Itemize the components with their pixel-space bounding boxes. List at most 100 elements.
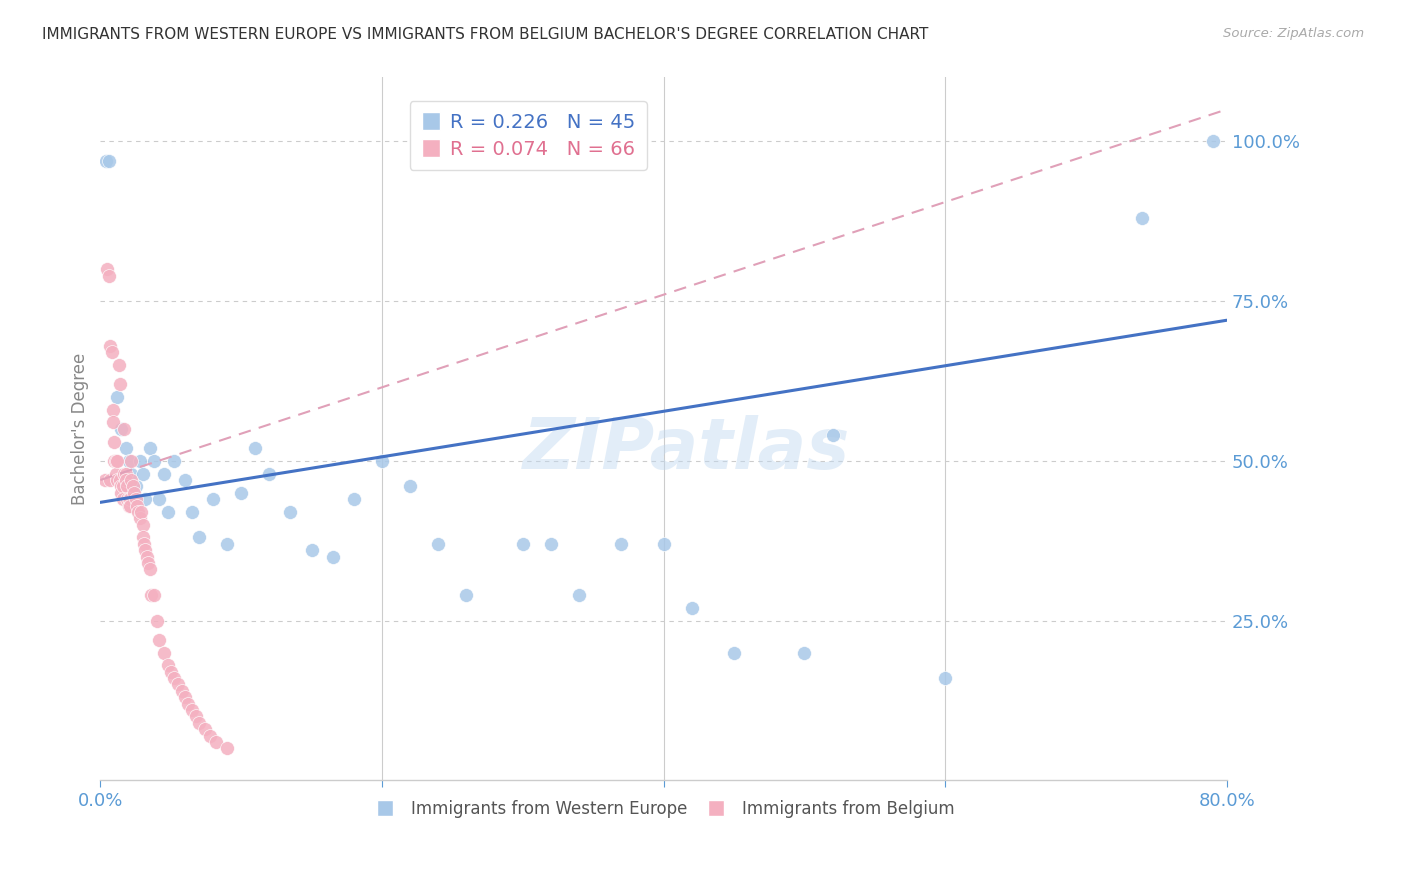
Point	[540, 537, 562, 551]
Point	[187, 531, 209, 545]
Point	[110, 422, 132, 436]
Point	[184, 709, 207, 723]
Point	[134, 492, 156, 507]
Point	[111, 492, 134, 507]
Point	[681, 600, 703, 615]
Legend: Immigrants from Western Europe, Immigrants from Belgium: Immigrants from Western Europe, Immigran…	[366, 793, 962, 825]
Point	[128, 511, 150, 525]
Point	[135, 549, 157, 564]
Point	[115, 492, 138, 507]
Point	[1130, 211, 1153, 225]
Point	[568, 588, 591, 602]
Point	[101, 416, 124, 430]
Point	[97, 268, 120, 283]
Point	[139, 588, 162, 602]
Y-axis label: Bachelor's Degree: Bachelor's Degree	[72, 352, 89, 505]
Point	[152, 467, 174, 481]
Point	[98, 473, 121, 487]
Point	[117, 454, 139, 468]
Point	[198, 729, 221, 743]
Point	[371, 454, 394, 468]
Point	[122, 485, 145, 500]
Point	[107, 358, 129, 372]
Point	[115, 479, 138, 493]
Point	[138, 441, 160, 455]
Point	[173, 690, 195, 705]
Text: ZIPatlas: ZIPatlas	[523, 416, 849, 484]
Point	[173, 473, 195, 487]
Point	[322, 549, 344, 564]
Point	[104, 454, 127, 468]
Point	[259, 467, 281, 481]
Point	[170, 683, 193, 698]
Point	[217, 537, 239, 551]
Point	[110, 485, 132, 500]
Point	[114, 441, 136, 455]
Point	[145, 614, 167, 628]
Text: Source: ZipAtlas.com: Source: ZipAtlas.com	[1223, 27, 1364, 40]
Point	[1201, 134, 1223, 148]
Point	[114, 473, 136, 487]
Point	[120, 467, 142, 481]
Point	[156, 505, 179, 519]
Point	[427, 537, 450, 551]
Point	[129, 505, 152, 519]
Point	[108, 377, 131, 392]
Point	[124, 492, 146, 507]
Point	[128, 454, 150, 468]
Point	[156, 658, 179, 673]
Point	[162, 671, 184, 685]
Point	[101, 402, 124, 417]
Point	[94, 153, 117, 168]
Point	[245, 441, 267, 455]
Point	[112, 422, 135, 436]
Point	[217, 741, 239, 756]
Point	[100, 345, 122, 359]
Point	[162, 454, 184, 468]
Point	[131, 531, 153, 545]
Point	[152, 646, 174, 660]
Point	[98, 339, 121, 353]
Point	[343, 492, 366, 507]
Point	[793, 646, 815, 660]
Point	[114, 467, 136, 481]
Point	[204, 735, 226, 749]
Point	[934, 671, 956, 685]
Point	[110, 479, 132, 493]
Point	[103, 454, 125, 468]
Point	[112, 467, 135, 481]
Point	[120, 454, 142, 468]
Point	[821, 428, 844, 442]
Point	[131, 467, 153, 481]
Point	[111, 479, 134, 493]
Point	[136, 556, 159, 570]
Point	[117, 492, 139, 507]
Point	[399, 479, 422, 493]
Point	[120, 473, 142, 487]
Point	[512, 537, 534, 551]
Point	[180, 703, 202, 717]
Point	[148, 632, 170, 647]
Point	[127, 505, 149, 519]
Point	[125, 499, 148, 513]
Point	[193, 722, 215, 736]
Point	[187, 715, 209, 730]
Point	[166, 677, 188, 691]
Point	[159, 665, 181, 679]
Point	[121, 479, 143, 493]
Point	[118, 492, 141, 507]
Point	[652, 537, 675, 551]
Point	[138, 562, 160, 576]
Point	[610, 537, 633, 551]
Point	[97, 153, 120, 168]
Point	[104, 467, 127, 481]
Point	[93, 473, 115, 487]
Point	[96, 262, 118, 277]
Point	[201, 492, 224, 507]
Point	[456, 588, 478, 602]
Point	[132, 537, 155, 551]
Point	[108, 473, 131, 487]
Text: IMMIGRANTS FROM WESTERN EUROPE VS IMMIGRANTS FROM BELGIUM BACHELOR'S DEGREE CORR: IMMIGRANTS FROM WESTERN EUROPE VS IMMIGR…	[42, 27, 928, 42]
Point	[148, 492, 170, 507]
Point	[124, 479, 146, 493]
